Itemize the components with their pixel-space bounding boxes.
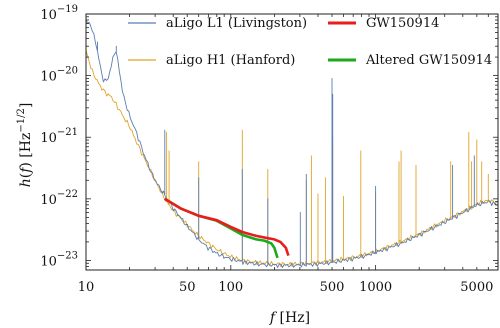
x-axis-label: f [Hz]: [269, 310, 310, 326]
series-line-gw150914: [164, 197, 290, 257]
legend: aLigo L1 (Livingston) aLigo H1 (Hanford) G…: [128, 16, 492, 68]
x-tick-label: 100: [218, 280, 243, 295]
legend-label: GW150914: [366, 16, 439, 31]
legend-item-altered-gw150914: Altered GW150914: [328, 53, 492, 68]
x-tick-label: 10: [78, 280, 95, 295]
legend-label: Altered GW150914: [365, 53, 492, 68]
legend-item-aligo-l1-livingston: aLigo L1 (Livingston): [128, 16, 307, 31]
series-line-aligo-h1-hanford: [86, 50, 498, 268]
y-tick-label: 10−20: [40, 66, 78, 85]
y-tick-label: 10−22: [40, 189, 78, 208]
legend-label: aLigo H1 (Hanford): [166, 53, 295, 68]
series-layer: [86, 19, 498, 268]
axes-layer: 10 50 100 500 1000 5000 10−23 10−22 10−21 10−20 10…: [40, 4, 499, 295]
series-line-aligo-l1-livingston: [86, 19, 498, 268]
legend-label: aLigo L1 (Livingston): [166, 16, 307, 31]
x-tick-label: 50: [179, 280, 196, 295]
y-tick-label: 10−21: [40, 127, 78, 146]
legend-item-gw150914: GW150914: [328, 16, 439, 31]
x-tick-label: 500: [320, 280, 345, 295]
y-tick-label: 10−19: [40, 4, 78, 23]
legend-item-aligo-h1-hanford: aLigo H1 (Hanford): [128, 53, 295, 68]
x-tick-label: 5000: [460, 280, 493, 295]
plot-frame: [85, 13, 499, 271]
x-tick-label: 1000: [359, 280, 392, 295]
y-axis-label: h(f) [Hz−1/2]: [16, 103, 34, 188]
svg-text:h(f) [Hz−1/2]: h(f) [Hz−1/2]: [16, 103, 34, 188]
y-tick-label: 10−23: [40, 250, 78, 269]
